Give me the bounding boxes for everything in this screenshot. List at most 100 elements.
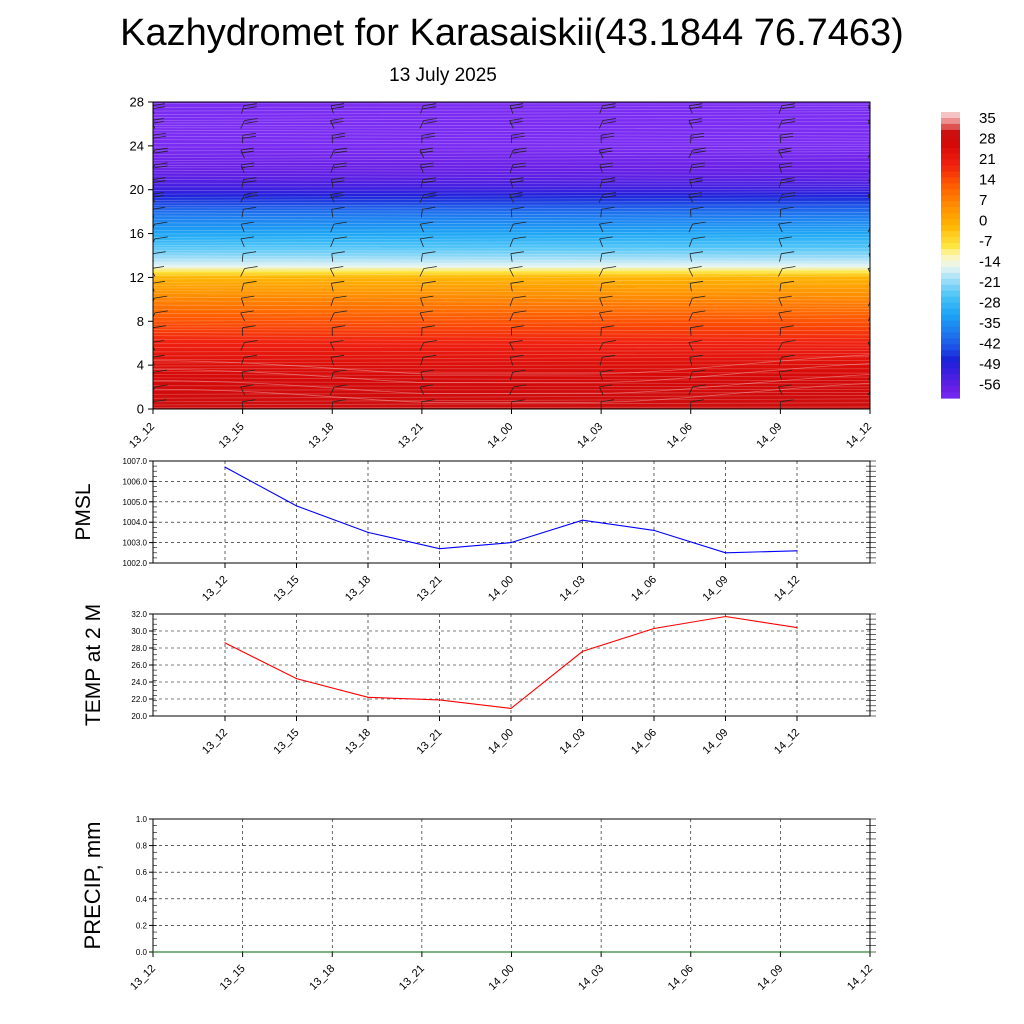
wind-barb-staff — [689, 327, 692, 336]
wind-barb-staff — [778, 371, 783, 381]
wind-barb-flag — [513, 221, 527, 225]
wind-barb-staff — [153, 297, 155, 304]
wind-barb-staff — [599, 297, 604, 307]
colorbar-cell — [941, 231, 960, 238]
wind-barb-flag — [691, 369, 706, 373]
wind-barb-flag — [599, 162, 613, 166]
wind-barb-staff — [419, 194, 425, 203]
colorbar-cell — [941, 237, 960, 244]
wind-barb-flag — [782, 266, 796, 269]
wind-barb-flag — [602, 180, 616, 184]
wind-barb-staff — [509, 386, 514, 396]
wind-barb-flag — [154, 147, 168, 151]
wind-barb-flag — [692, 310, 706, 314]
wind-barb-flag — [778, 310, 792, 314]
wind-barb-flag — [242, 399, 256, 403]
wind-barb-staff — [153, 271, 156, 277]
colorbar-cell — [941, 117, 960, 125]
wind-barb-flag — [330, 121, 344, 124]
temp-point — [367, 696, 369, 698]
colorbar-label: 7 — [979, 192, 987, 209]
colorbar-cell — [941, 350, 960, 357]
wind-barb-flag — [243, 177, 257, 181]
wind-barb-flag — [511, 399, 525, 403]
wind-barb-staff — [778, 194, 783, 203]
wind-barb-staff — [510, 253, 513, 262]
wind-barb-staff — [330, 164, 335, 174]
wind-barb-flag — [600, 399, 615, 403]
wind-barb-staff — [599, 105, 603, 114]
wind-barb-staff — [240, 297, 245, 307]
wind-barb-staff — [153, 149, 156, 156]
x-tick-label: 13_15 — [218, 963, 248, 993]
pmsl-point — [224, 466, 226, 468]
wind-barb-flag — [242, 132, 256, 136]
x-tick-label: 13_18 — [306, 421, 336, 451]
wind-barb-staff — [600, 283, 603, 292]
wind-barb-flag — [689, 251, 704, 255]
colorbar-cell — [941, 171, 960, 179]
wind-barb-staff — [689, 357, 693, 366]
wind-barb-flag — [692, 295, 706, 299]
wind-barb-flag — [602, 121, 617, 124]
wind-barb-flag — [872, 296, 885, 298]
wind-barb-flag — [692, 384, 706, 388]
wind-barb-flag — [782, 340, 796, 343]
wind-barb-flag — [870, 136, 883, 138]
colorbar-cell — [941, 278, 960, 286]
temp-point — [438, 699, 441, 701]
wind-barb-staff — [688, 120, 693, 129]
x-tick-label: 14_06 — [666, 963, 696, 993]
wind-barb-staff — [510, 209, 513, 218]
wind-barb-flag — [780, 325, 794, 329]
y-tick-label: 24.0 — [131, 678, 147, 687]
wind-barb-staff — [778, 164, 782, 173]
wind-barb-flag — [153, 369, 167, 373]
x-tick-label: 13_18 — [343, 574, 373, 604]
colorbar-cell — [941, 272, 960, 280]
y-tick-label: 32.0 — [131, 610, 147, 619]
wind-barb-flag — [602, 177, 616, 181]
wind-barb-flag — [692, 150, 706, 154]
wind-barb-flag — [153, 399, 167, 403]
wind-barb-flag — [154, 165, 168, 169]
x-tick-label: 14_06 — [629, 574, 659, 604]
colorbar-cell — [941, 260, 960, 268]
wind-barb-staff — [689, 164, 693, 173]
wind-barb-flag — [870, 133, 883, 135]
wind-barb-staff — [509, 357, 514, 366]
wind-barb-flag — [599, 310, 613, 314]
wind-barb-flag — [782, 195, 796, 198]
y-tick-label: 0.6 — [136, 868, 148, 877]
wind-barb-flag — [511, 135, 525, 139]
wind-barb-staff — [420, 105, 424, 114]
wind-barb-staff — [509, 120, 514, 129]
pmsl-point — [581, 519, 584, 521]
colorbar-cell — [941, 302, 960, 310]
wind-barb-flag — [779, 165, 793, 169]
wind-barb-flag — [243, 106, 257, 110]
y-tick-label: 1002.0 — [123, 559, 148, 568]
x-tick-label: 14_09 — [755, 963, 785, 993]
wind-barb-flag — [153, 180, 166, 183]
wind-barb-flag — [869, 401, 870, 403]
temp-point — [510, 707, 512, 709]
y-tick-label: 28.0 — [131, 644, 147, 653]
wind-barb-flag — [331, 206, 345, 210]
wind-barb-flag — [331, 177, 345, 181]
wind-barb-flag — [423, 266, 437, 269]
y-tick-label: 12 — [130, 270, 144, 285]
y-tick-label: 8 — [137, 314, 144, 329]
wind-barb-flag — [510, 280, 524, 284]
colorbar-cell — [941, 332, 960, 340]
wind-barb-staff — [688, 194, 694, 203]
colorbar-cell — [941, 129, 960, 137]
wind-barb-staff — [241, 372, 244, 381]
x-tick-label: 13_12 — [200, 727, 230, 757]
wind-barb-flag — [779, 162, 793, 166]
wind-barb-staff — [419, 120, 425, 129]
wind-barb-staff — [868, 105, 870, 111]
wind-barb-flag — [154, 295, 168, 299]
x-tick-label: 14_00 — [486, 727, 516, 757]
x-tick-label: 13_12 — [128, 963, 158, 993]
